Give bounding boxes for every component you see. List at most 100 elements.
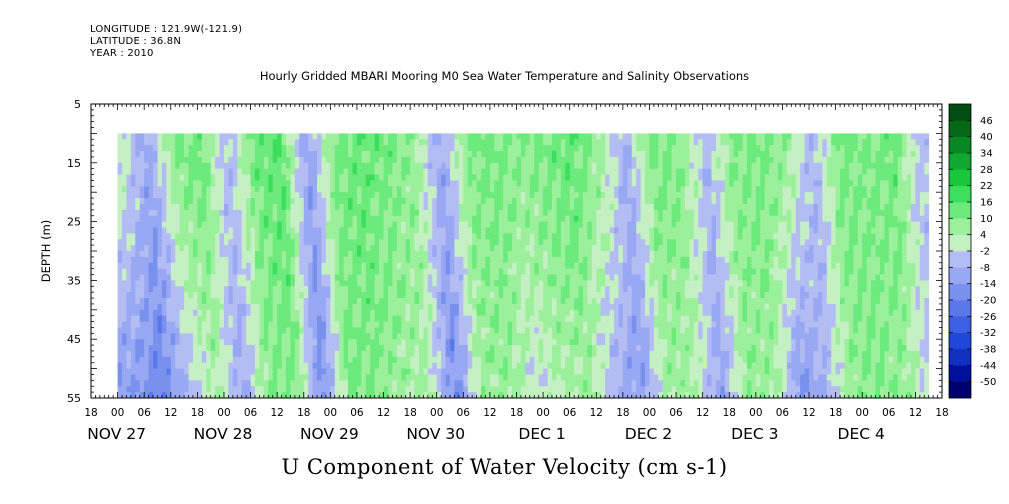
heatmap-cell [166, 392, 172, 399]
heatmap-cell [365, 145, 371, 152]
heatmap-cell [277, 133, 282, 140]
heatmap-cell [565, 298, 571, 305]
heatmap-cell [356, 162, 362, 170]
heatmap-cell [268, 321, 274, 328]
heatmap-cell [600, 309, 606, 317]
heatmap-cell [139, 303, 145, 311]
heatmap-cell [543, 368, 548, 375]
heatmap-cell [485, 392, 491, 399]
heatmap-cell [574, 356, 579, 364]
heatmap-cell [423, 133, 429, 140]
heatmap-cell [485, 292, 491, 299]
heatmap-cell [272, 145, 278, 152]
heatmap-cell [574, 192, 579, 199]
heatmap-cell [144, 198, 150, 205]
heatmap-cell [153, 186, 158, 193]
heatmap-cell [458, 327, 464, 334]
heatmap-cell [277, 227, 282, 234]
heatmap-cell [206, 245, 212, 252]
heatmap-cell [432, 356, 438, 364]
heatmap-cell [405, 362, 411, 369]
heatmap-cell [339, 174, 345, 181]
heatmap-cell [445, 221, 451, 228]
heatmap-cell [401, 362, 407, 369]
heatmap-cell [600, 245, 606, 252]
heatmap-cell [520, 303, 526, 311]
heatmap-cell [259, 274, 265, 281]
heatmap-cell [272, 156, 278, 164]
heatmap-cell [294, 268, 300, 275]
heatmap-cell [135, 333, 141, 340]
heatmap-cell [427, 286, 433, 293]
heatmap-cell [157, 151, 163, 158]
heatmap-cell [317, 362, 322, 369]
heatmap-cell [175, 221, 181, 228]
heatmap-cell [392, 303, 398, 311]
heatmap-cell [543, 298, 548, 305]
heatmap-cell [343, 350, 349, 358]
heatmap-cell [281, 174, 287, 181]
heatmap-cell [450, 203, 455, 211]
heatmap-cell [117, 350, 123, 358]
heatmap-cell [330, 139, 336, 146]
heatmap-cell [427, 209, 433, 217]
heatmap-cell [529, 345, 535, 352]
heatmap-cell [485, 321, 491, 328]
heatmap-cell [286, 233, 291, 240]
heatmap-cell [529, 221, 535, 228]
heatmap-cell [175, 133, 181, 140]
heatmap-cell [365, 139, 371, 146]
heatmap-cell [321, 368, 327, 375]
heatmap-cell [343, 368, 349, 375]
heatmap-cell [312, 209, 318, 217]
heatmap-cell [348, 227, 353, 234]
heatmap-cell [445, 321, 451, 328]
heatmap-cell [259, 268, 265, 275]
heatmap-cell [472, 256, 478, 264]
heatmap-cell [290, 298, 296, 305]
heatmap-cell [578, 192, 584, 199]
heatmap-cell [418, 203, 424, 211]
heatmap-cell [303, 374, 309, 381]
heatmap-cell [374, 245, 380, 252]
heatmap-cell [605, 309, 610, 317]
heatmap-cell [237, 280, 243, 287]
heatmap-cell [512, 227, 517, 234]
heatmap-cell [534, 321, 540, 328]
heatmap-cell [254, 286, 260, 293]
heatmap-cell [166, 174, 172, 181]
heatmap-cell [498, 245, 504, 252]
heatmap-cell [161, 286, 167, 293]
heatmap-cell [361, 356, 367, 364]
heatmap-cell [512, 192, 517, 199]
heatmap-cell [170, 133, 176, 140]
heatmap-cell [348, 345, 353, 352]
heatmap-cell [228, 350, 234, 358]
heatmap-cell [392, 274, 398, 281]
heatmap-cell [458, 286, 464, 293]
heatmap-cell [605, 239, 610, 246]
heatmap-cell [543, 356, 548, 364]
heatmap-cell [370, 180, 376, 187]
heatmap-cell [312, 309, 318, 317]
heatmap-cell [520, 374, 526, 381]
heatmap-cell [587, 162, 593, 170]
heatmap-cell [525, 198, 531, 205]
heatmap-cell [312, 350, 318, 358]
heatmap-cell [365, 380, 371, 387]
heatmap-cell [339, 374, 345, 381]
heatmap-cell [241, 315, 247, 322]
heatmap-cell [272, 162, 278, 170]
heatmap-cell [551, 321, 557, 328]
heatmap-cell [268, 333, 274, 340]
heatmap-cell [277, 368, 282, 375]
heatmap-cell [410, 345, 415, 352]
heatmap-cell [379, 309, 384, 317]
heatmap-cell [312, 239, 318, 246]
heatmap-cell [201, 209, 207, 217]
heatmap-cell [432, 362, 438, 369]
heatmap-cell [476, 280, 482, 287]
heatmap-cell [184, 156, 189, 164]
heatmap-cell [161, 298, 167, 305]
heatmap-cell [596, 151, 602, 158]
